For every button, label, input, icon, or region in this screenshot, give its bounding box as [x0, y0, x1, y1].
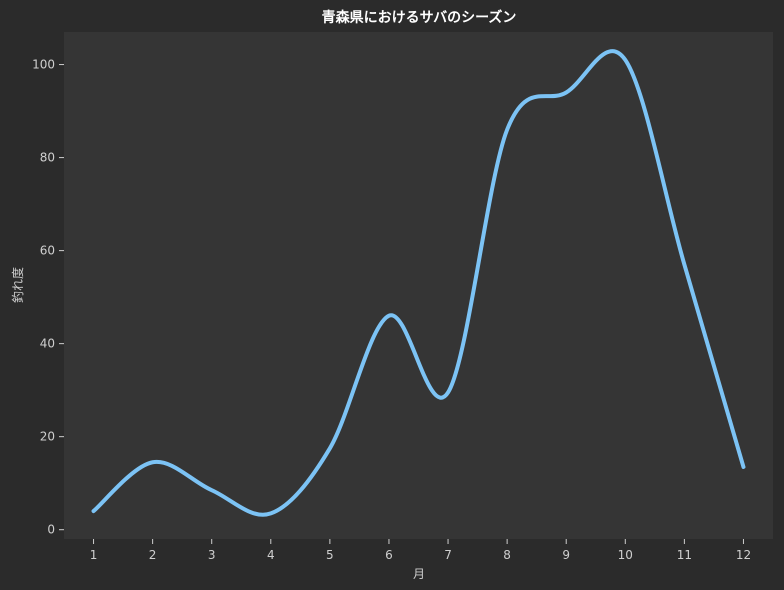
- y-tick-label: 20: [40, 430, 55, 444]
- x-tick-label: 3: [208, 548, 216, 562]
- y-tick-label: 0: [47, 523, 55, 537]
- x-tick-label: 10: [618, 548, 633, 562]
- y-axis-ticks: 0 20 40 60 80 100: [32, 58, 64, 537]
- x-tick-label: 6: [385, 548, 393, 562]
- x-axis-ticks: 1 2 3 4 5 6 7 8 9 10 11 12: [90, 539, 751, 562]
- y-tick-label: 40: [40, 337, 55, 351]
- x-tick-label: 5: [326, 548, 334, 562]
- x-tick-label: 9: [562, 548, 570, 562]
- x-tick-label: 7: [444, 548, 452, 562]
- plot-background: [64, 32, 773, 539]
- x-axis-label: 月: [413, 567, 425, 581]
- x-tick-label: 11: [677, 548, 692, 562]
- x-tick-label: 1: [90, 548, 98, 562]
- series-line: [91, 49, 746, 517]
- y-tick-label: 100: [32, 58, 55, 72]
- chart-title: 青森県におけるサバのシーズン: [322, 9, 517, 26]
- x-tick-label: 4: [267, 548, 275, 562]
- x-tick-label: 12: [736, 548, 751, 562]
- x-tick-label: 8: [503, 548, 511, 562]
- y-tick-label: 60: [40, 244, 55, 258]
- y-axis-label: 釣れ度: [10, 267, 25, 303]
- x-tick-label: 2: [149, 548, 157, 562]
- y-tick-label: 80: [40, 151, 55, 165]
